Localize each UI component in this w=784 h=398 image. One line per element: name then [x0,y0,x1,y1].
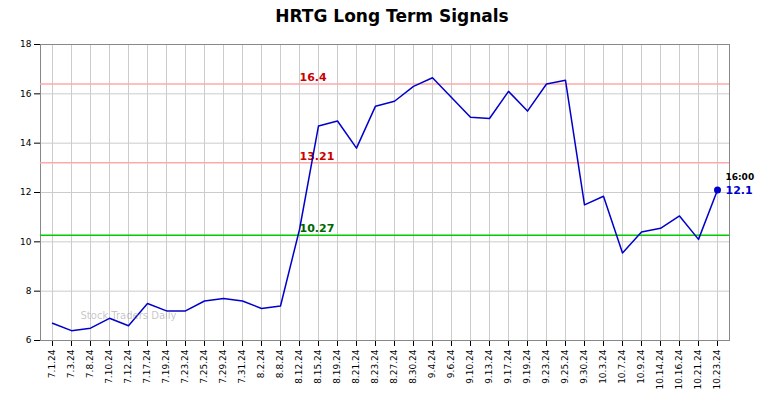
svg-text:9.23.24: 9.23.24 [541,349,551,384]
svg-text:12: 12 [20,187,31,197]
svg-text:9.30.24: 9.30.24 [579,349,589,384]
svg-text:8.12.24: 8.12.24 [294,349,304,384]
svg-text:9.25.24: 9.25.24 [560,349,570,384]
svg-text:8.19.24: 8.19.24 [332,349,342,384]
svg-text:7.3.24: 7.3.24 [66,349,76,378]
svg-text:7.25.24: 7.25.24 [199,349,209,384]
svg-text:10.21.24: 10.21.24 [693,349,703,389]
svg-text:9.19.24: 9.19.24 [522,349,532,384]
svg-text:9.10.24: 9.10.24 [465,349,475,384]
svg-text:7.10.24: 7.10.24 [104,349,114,384]
svg-text:8.27.24: 8.27.24 [389,349,399,384]
svg-text:10.7.24: 10.7.24 [617,349,627,384]
svg-text:7.17.24: 7.17.24 [142,349,152,384]
svg-text:6: 6 [26,335,32,345]
svg-text:8.30.24: 8.30.24 [408,349,418,384]
svg-text:7.19.24: 7.19.24 [161,349,171,384]
svg-text:7.8.24: 7.8.24 [85,349,95,378]
svg-text:16.4: 16.4 [300,71,327,84]
svg-text:8.15.24: 8.15.24 [313,349,323,384]
svg-text:Stock Traders Daily: Stock Traders Daily [81,310,177,321]
svg-text:9.4.24: 9.4.24 [427,349,437,378]
svg-text:10.3.24: 10.3.24 [598,349,608,384]
html-text:HRTG Long Term Signals: HRTG Long Term Signals [275,6,509,26]
svg-text:9.6.24: 9.6.24 [446,349,456,378]
svg-text:18: 18 [20,39,32,49]
svg-text:10.14.24: 10.14.24 [655,349,665,389]
svg-text:16: 16 [20,89,32,99]
svg-text:8.21.24: 8.21.24 [351,349,361,384]
svg-text:7.23.24: 7.23.24 [180,349,190,384]
svg-text:8.2.24: 8.2.24 [256,349,266,378]
svg-text:10: 10 [20,237,32,247]
svg-text:13.21: 13.21 [300,150,335,163]
svg-text:8: 8 [26,286,32,296]
svg-text:7.12.24: 7.12.24 [123,349,133,384]
svg-text:10.27: 10.27 [300,222,335,235]
svg-text:8.23.24: 8.23.24 [370,349,380,384]
svg-text:7.31.24: 7.31.24 [237,349,247,384]
svg-text:12.1: 12.1 [726,184,753,197]
svg-text:10.23.24: 10.23.24 [712,349,722,389]
svg-text:10.16.24: 10.16.24 [674,349,684,389]
svg-text:7.1.24: 7.1.24 [47,349,57,378]
svg-text:16:00: 16:00 [726,172,755,182]
svg-text:9.13.24: 9.13.24 [484,349,494,384]
svg-text:10.9.24: 10.9.24 [636,349,646,384]
svg-text:8.8.24: 8.8.24 [275,349,285,378]
svg-text:9.17.24: 9.17.24 [503,349,513,384]
svg-text:7.29.24: 7.29.24 [218,349,228,384]
svg-text:14: 14 [20,138,32,148]
